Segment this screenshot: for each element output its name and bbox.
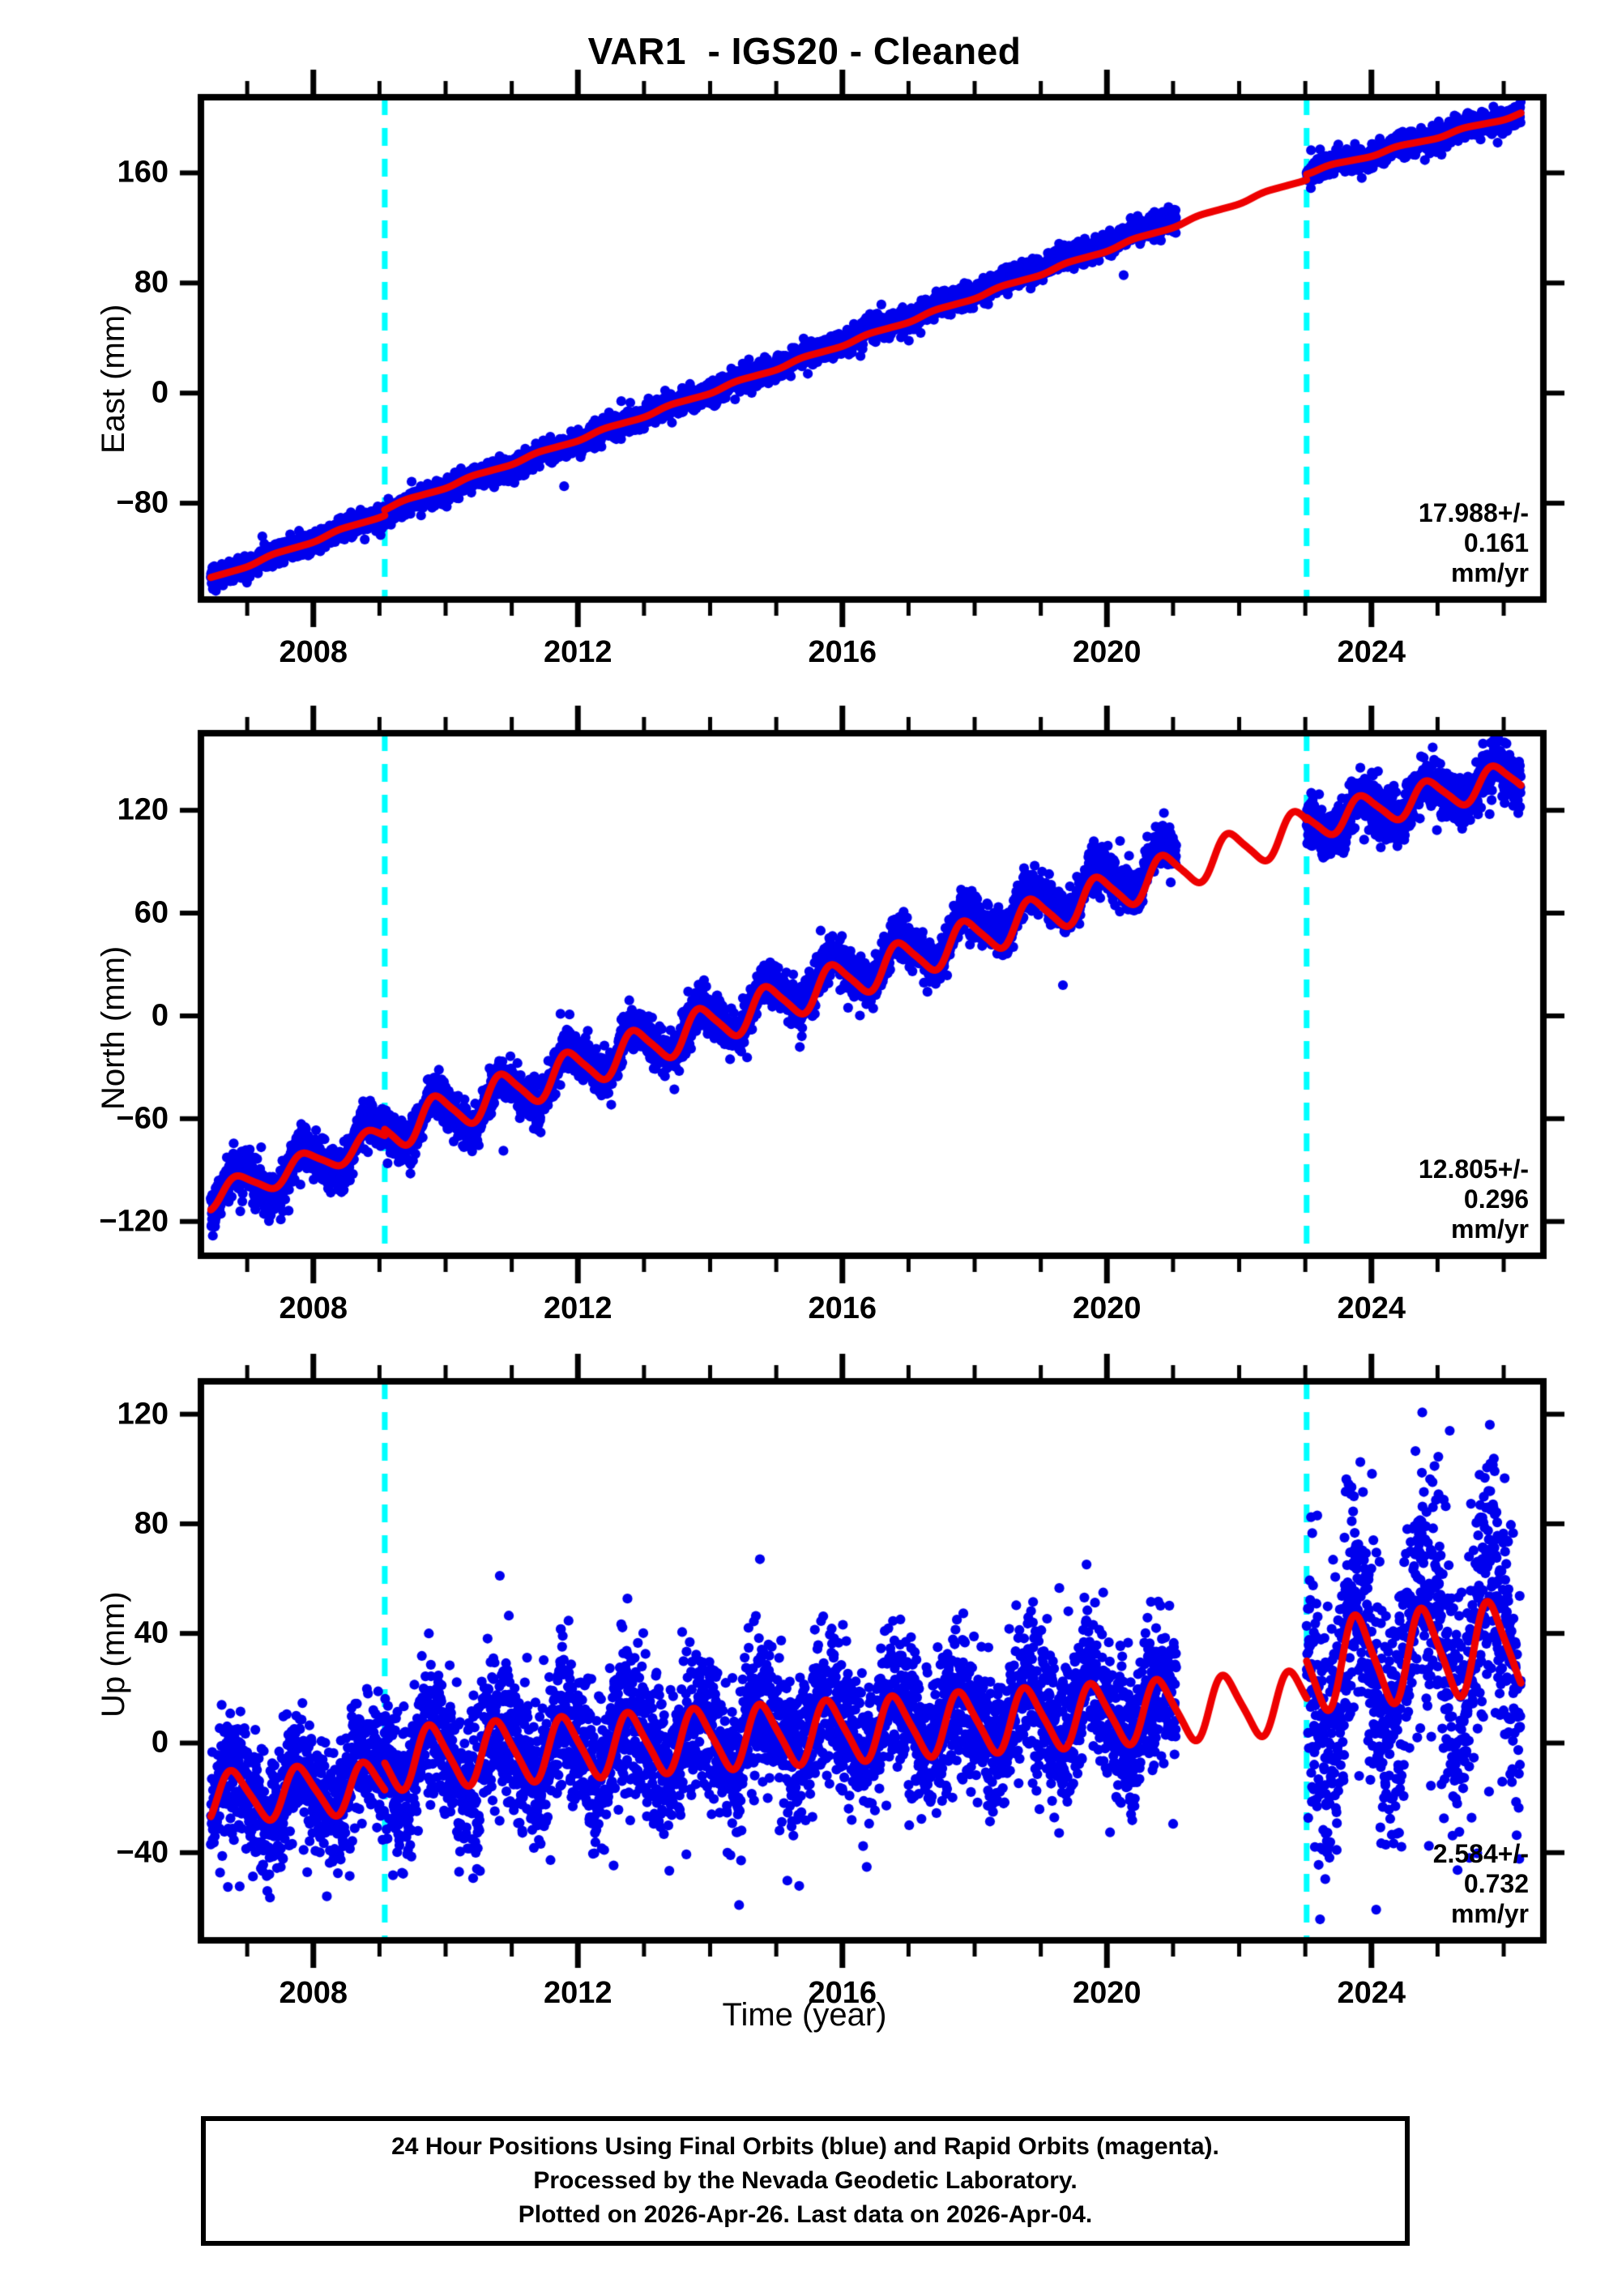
y-tick-label-north-0: −120 — [99, 1204, 169, 1239]
y-tick-label-north-4: 120 — [117, 792, 169, 827]
x-tick-label-east-2012: 2012 — [543, 635, 612, 669]
y-tick-label-up-0: −40 — [116, 1835, 169, 1870]
y-tick-label-north-3: 60 — [134, 895, 169, 930]
x-tick-label-up-2024: 2024 — [1337, 1976, 1406, 2010]
x-tick-label-north-2016: 2016 — [808, 1291, 877, 1325]
x-tick-label-east-2020: 2020 — [1072, 635, 1142, 669]
rate-annotation-east: 17.988+/- 0.161 mm/yr — [1418, 498, 1529, 587]
y-axis-label-up: Up (mm) — [96, 1591, 131, 1718]
x-tick-label-up-2016: 2016 — [808, 1976, 877, 2010]
y-tick-label-up-2: 40 — [134, 1615, 169, 1650]
y-tick-label-up-1: 0 — [151, 1725, 169, 1760]
x-tick-label-up-2008: 2008 — [279, 1976, 348, 2010]
x-tick-label-east-2024: 2024 — [1337, 635, 1406, 669]
y-tick-label-north-2: 0 — [151, 998, 169, 1033]
x-tick-label-east-2008: 2008 — [279, 635, 348, 669]
footer-annotation-box: 24 Hour Positions Using Final Orbits (bl… — [201, 2116, 1410, 2246]
y-tick-label-east-0: −80 — [116, 485, 169, 520]
y-tick-label-up-3: 80 — [134, 1506, 169, 1541]
y-tick-label-north-1: −60 — [116, 1101, 169, 1136]
y-tick-label-east-1: 0 — [151, 375, 169, 410]
footer-line-processor: Processed by the Nevada Geodetic Laborat… — [533, 2167, 1078, 2194]
footer-line-dates: Plotted on 2026-Apr-26. Last data on 202… — [518, 2201, 1093, 2228]
footer-line-orbits: 24 Hour Positions Using Final Orbits (bl… — [391, 2133, 1219, 2160]
rate-annotation-north: 12.805+/- 0.296 mm/yr — [1418, 1154, 1529, 1244]
x-tick-label-up-2020: 2020 — [1072, 1976, 1142, 2010]
x-tick-label-north-2012: 2012 — [543, 1291, 612, 1325]
page-title: VAR1 - IGS20 - Cleaned — [587, 30, 1022, 72]
rate-annotation-up: 2.584+/- 0.732 mm/yr — [1432, 1839, 1529, 1928]
x-tick-label-east-2016: 2016 — [808, 635, 877, 669]
y-tick-label-up-4: 120 — [117, 1397, 169, 1432]
y-tick-label-east-3: 160 — [117, 155, 169, 190]
x-tick-label-up-2012: 2012 — [543, 1976, 612, 2010]
x-tick-label-north-2024: 2024 — [1337, 1291, 1406, 1325]
x-axis-label: Time (year) — [722, 1997, 887, 2033]
x-tick-label-north-2020: 2020 — [1072, 1291, 1142, 1325]
y-tick-label-east-2: 80 — [134, 265, 169, 300]
x-tick-label-north-2008: 2008 — [279, 1291, 348, 1325]
